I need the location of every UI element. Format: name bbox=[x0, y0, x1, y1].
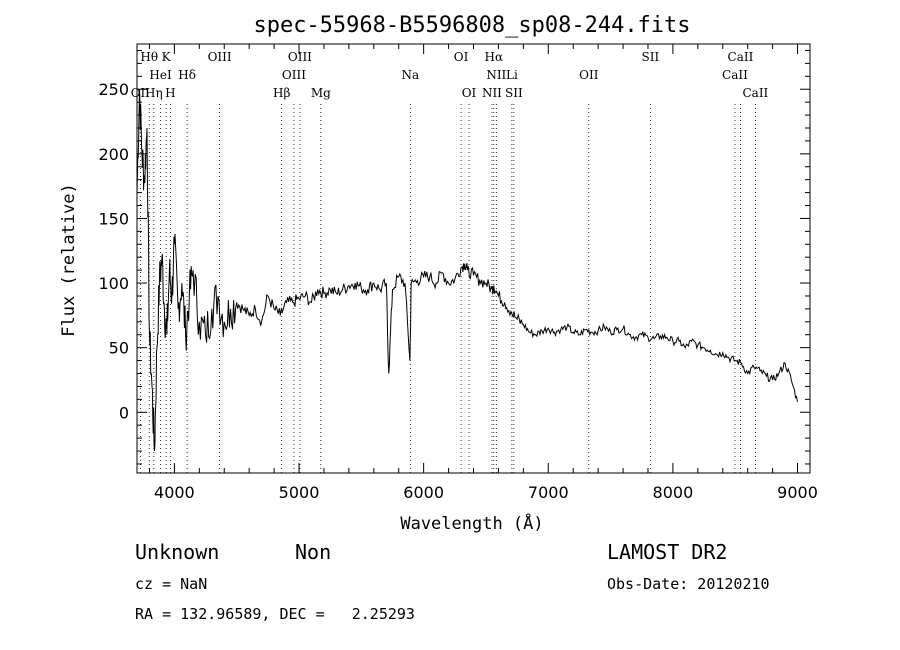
x-tick-label: 4000 bbox=[154, 483, 195, 502]
series-layer bbox=[136, 89, 798, 452]
x-tick-label: 9000 bbox=[777, 483, 818, 502]
line-marker-label: SII bbox=[641, 50, 659, 64]
line-marker-label: NII bbox=[482, 86, 502, 100]
line-marker-label: OIII bbox=[208, 50, 232, 64]
spectral-line-markers: Hθ K HeI Hδ OII Hη H OIII OIII OIII Hβ Mg Na OI OI Hα NI… bbox=[131, 50, 769, 473]
survey-text: LAMOST DR2 bbox=[607, 540, 728, 564]
line-marker-label: CaII bbox=[728, 50, 754, 64]
line-marker-label: CaII bbox=[722, 68, 748, 82]
line-marker-label: Li bbox=[506, 68, 518, 82]
subclass-text: Non bbox=[295, 540, 332, 564]
axis-ticks: 4000 5000 6000 7000 8000 9000 0 50 100 150 200 250 bbox=[98, 44, 818, 502]
line-marker-label: Mg bbox=[311, 86, 331, 100]
y-axis-label: Flux (relative) bbox=[59, 183, 79, 337]
x-tick-label: 8000 bbox=[653, 483, 694, 502]
class-text: Unknown bbox=[135, 540, 220, 564]
line-marker-label: Hθ bbox=[140, 50, 158, 64]
line-marker-label: Hδ bbox=[178, 68, 196, 82]
radec-text: RA = 132.96589, DEC = 2.25293 bbox=[135, 605, 415, 623]
line-marker-label: OI bbox=[454, 50, 469, 64]
line-marker-label: CaII bbox=[742, 86, 768, 100]
line-marker-label: OIII bbox=[288, 50, 312, 64]
line-marker-label: OII bbox=[579, 68, 599, 82]
line-marker-label: OIII bbox=[282, 68, 306, 82]
x-tick-label: 6000 bbox=[403, 483, 444, 502]
line-marker-label: HeI bbox=[149, 68, 172, 82]
line-marker-label: OI bbox=[462, 86, 477, 100]
spectrum-series-line bbox=[136, 89, 798, 452]
y-tick-label: 150 bbox=[98, 209, 129, 228]
line-marker-label: Hβ bbox=[273, 86, 290, 100]
line-marker-label: Hη bbox=[145, 86, 163, 100]
line-marker-label: K bbox=[162, 50, 172, 64]
line-marker-label: SII bbox=[505, 86, 523, 100]
y-tick-label: 100 bbox=[98, 274, 129, 293]
y-tick-label: 200 bbox=[98, 145, 129, 164]
cz-text: cz = NaN bbox=[135, 575, 208, 593]
y-tick-label: 50 bbox=[109, 339, 129, 358]
plot-frame bbox=[136, 43, 811, 474]
x-tick-label: 5000 bbox=[279, 483, 320, 502]
y-tick-label: 0 bbox=[119, 403, 129, 422]
line-marker-label: NII bbox=[486, 68, 506, 82]
obs-date-text: Obs-Date: 20120210 bbox=[607, 575, 770, 593]
y-tick-label: 250 bbox=[98, 80, 129, 99]
line-marker-label: Hα bbox=[485, 50, 504, 64]
x-axis-label: Wavelength (Å) bbox=[400, 512, 543, 534]
chart-title: spec-55968-B5596808_sp08-244.fits bbox=[253, 13, 690, 38]
line-marker-label: H bbox=[165, 86, 175, 100]
x-tick-label: 7000 bbox=[528, 483, 569, 502]
line-marker-label: Na bbox=[401, 68, 419, 82]
